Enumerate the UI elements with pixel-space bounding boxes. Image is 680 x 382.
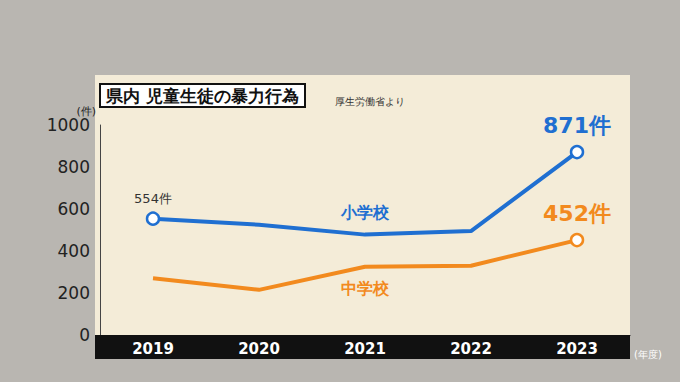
svg-text:2020: 2020	[238, 340, 280, 358]
svg-text:452件: 452件	[543, 201, 611, 226]
svg-text:200: 200	[58, 283, 90, 303]
svg-text:厚生労働省より: 厚生労働省より	[335, 96, 405, 107]
svg-text:2021: 2021	[344, 340, 386, 358]
svg-text:0: 0	[79, 325, 90, 345]
svg-text:2023: 2023	[556, 340, 598, 358]
svg-text:県内 児童生徒の暴力行為: 県内 児童生徒の暴力行為	[105, 86, 299, 106]
svg-text:400: 400	[58, 241, 90, 261]
svg-text:中学校: 中学校	[341, 279, 390, 298]
svg-text:600: 600	[58, 199, 90, 219]
svg-text:1000: 1000	[47, 115, 90, 135]
svg-text:(年度): (年度)	[634, 349, 662, 360]
svg-text:小学校: 小学校	[340, 203, 390, 222]
svg-text:554件: 554件	[134, 191, 172, 206]
svg-text:871件: 871件	[543, 113, 611, 138]
svg-text:2022: 2022	[450, 340, 492, 358]
svg-text:2019: 2019	[132, 340, 174, 358]
svg-text:800: 800	[58, 157, 90, 177]
svg-text:(件): (件)	[76, 104, 96, 118]
